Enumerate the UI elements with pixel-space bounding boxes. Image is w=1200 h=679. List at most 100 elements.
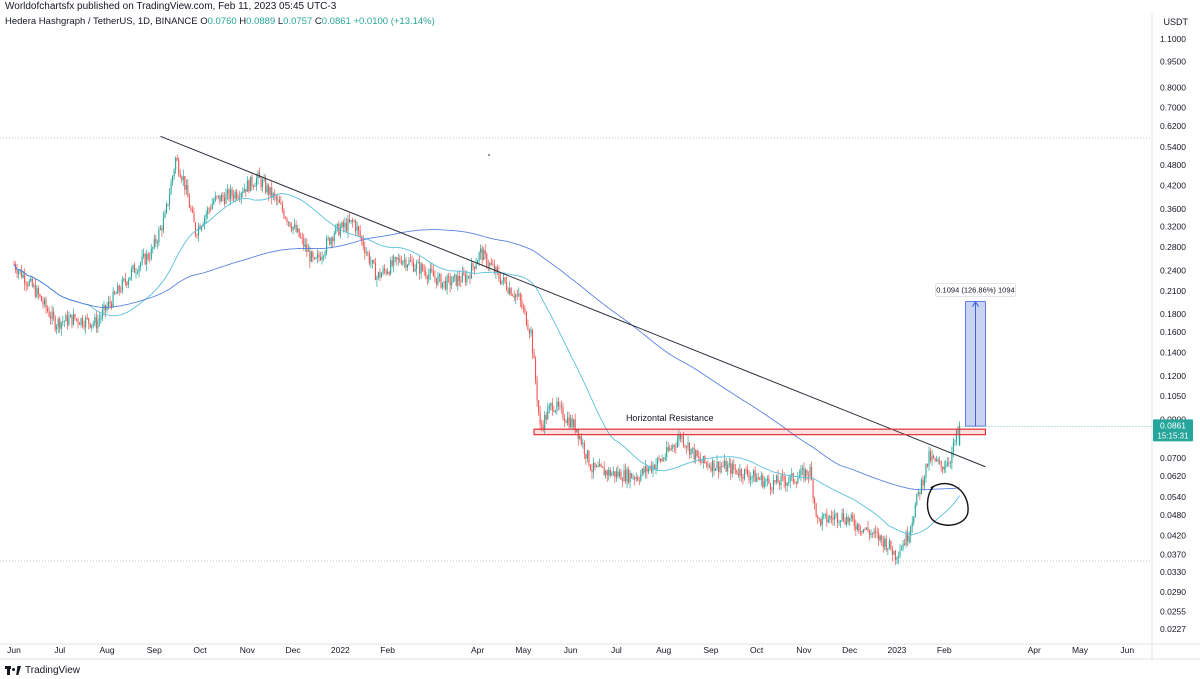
candle-body — [143, 254, 145, 257]
candle-body — [234, 192, 236, 199]
candle-body — [40, 296, 42, 302]
x-tick-label: Jul — [611, 645, 622, 655]
candle-body — [237, 197, 239, 199]
candle-body — [884, 538, 886, 548]
candle-body — [785, 481, 787, 486]
candle-body — [391, 260, 393, 266]
candle-body — [429, 268, 431, 274]
candle-body — [126, 282, 128, 285]
candle-body — [284, 217, 286, 219]
candle-body — [75, 318, 78, 320]
candle-body — [355, 221, 357, 231]
candle-body — [929, 451, 932, 461]
candle-body — [846, 517, 848, 525]
candle-body — [850, 514, 852, 519]
tradingview-logo[interactable]: TradingView — [5, 664, 80, 677]
candle-body — [759, 478, 761, 480]
candle-body — [904, 543, 906, 545]
candle-body — [269, 187, 271, 195]
y-tick-label: 0.0420 — [1160, 530, 1186, 540]
candle-body — [775, 475, 778, 482]
candle-body — [737, 473, 739, 476]
candle-body — [670, 448, 672, 450]
candle-body — [240, 193, 242, 198]
candle-body — [574, 419, 576, 432]
candle-body — [539, 412, 541, 425]
candle-body — [531, 329, 534, 354]
candle-body — [771, 489, 773, 491]
candle-body — [352, 220, 354, 222]
candle-body — [24, 274, 26, 284]
candle-body — [693, 447, 695, 460]
candle-body — [159, 227, 161, 230]
candle-body — [774, 480, 776, 482]
candle-body — [169, 194, 171, 205]
candle-body — [184, 175, 186, 190]
candle-body — [865, 527, 868, 530]
candle-body — [228, 189, 230, 200]
candle-body — [928, 451, 930, 466]
candle-body — [445, 281, 447, 290]
candle-body — [414, 268, 416, 272]
candle-body — [548, 405, 550, 410]
candle-body — [138, 266, 140, 273]
candle-body — [460, 281, 462, 283]
candle-body — [121, 279, 123, 292]
candle-body — [376, 277, 378, 281]
candle-body — [342, 222, 344, 228]
candle-body — [382, 268, 384, 274]
candle-body — [510, 288, 512, 296]
candle-body — [868, 531, 871, 536]
candle-body — [303, 238, 305, 247]
x-tick-label: Jun — [7, 645, 21, 655]
candle-body — [149, 258, 151, 260]
candle-body — [179, 173, 181, 178]
candle-body — [592, 462, 595, 473]
candle-body — [556, 401, 558, 411]
candle-body — [455, 274, 457, 286]
candle-body — [287, 221, 290, 223]
candle-body — [513, 295, 515, 298]
candle-body — [910, 526, 912, 537]
candle-body — [117, 285, 119, 294]
candle-body — [47, 308, 49, 312]
candle-body — [687, 442, 689, 448]
candle-body — [420, 264, 422, 274]
candle-body — [185, 184, 187, 190]
candle-body — [730, 463, 732, 474]
x-tick-label: Nov — [796, 645, 812, 655]
candle-body — [660, 459, 662, 462]
price-range-label: 0.1094 (126.86%) 1094 — [936, 286, 1014, 295]
candle-body — [794, 482, 796, 483]
candle-body — [557, 401, 559, 407]
candle-body — [423, 270, 425, 272]
candle-body — [338, 223, 340, 236]
candle-body — [92, 323, 94, 325]
candle-body — [141, 256, 143, 264]
candle-body — [348, 219, 351, 222]
candle-body — [449, 276, 451, 286]
descending-trendline — [160, 135, 986, 468]
y-tick-label: 0.3600 — [1160, 204, 1186, 214]
horizontal-resistance-zone — [533, 428, 987, 436]
candle-body — [91, 324, 93, 328]
candle-body — [933, 455, 935, 458]
candle-body — [140, 263, 142, 267]
candle-body — [213, 200, 215, 204]
candle-body — [541, 424, 543, 426]
candle-body — [178, 160, 180, 174]
candle-body — [804, 469, 807, 480]
y-tick-label: 0.4200 — [1160, 180, 1186, 190]
candle-body — [246, 180, 248, 192]
candle-body — [525, 311, 527, 326]
candle-body — [653, 465, 656, 470]
candle-body — [323, 256, 325, 257]
candle-body — [754, 470, 756, 482]
candle-body — [743, 469, 746, 479]
candle-body — [756, 477, 758, 482]
candle-body — [409, 260, 412, 262]
candle-body — [74, 314, 76, 319]
candle-body — [437, 275, 439, 285]
